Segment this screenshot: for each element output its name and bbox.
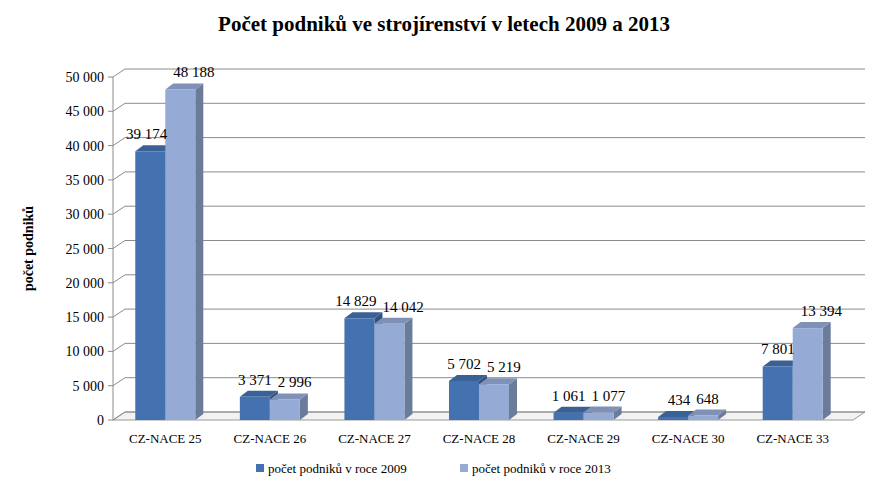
bar-side [823, 322, 831, 420]
legend: počet podniků v roce 2009 počet podniků v… [256, 461, 611, 476]
y-axis-label: počet podniků [21, 206, 36, 291]
grid-line [113, 241, 865, 249]
data-label: 48 188 [173, 64, 214, 80]
data-label: 1 077 [592, 388, 626, 404]
data-label: 1 061 [552, 388, 586, 404]
grid-line [113, 103, 865, 111]
grid-line [113, 343, 865, 351]
legend-label: počet podniků v roce 2009 [268, 461, 407, 476]
grid-line [113, 69, 865, 77]
bar [584, 413, 614, 420]
bar-side [509, 378, 517, 420]
tick-label: 45 000 [66, 104, 105, 119]
tick-label: 10 000 [66, 344, 105, 359]
tick-label: 40 000 [66, 139, 105, 154]
grid-line [113, 206, 865, 214]
data-label: 5 219 [487, 359, 521, 375]
bar-side [195, 83, 203, 420]
x-tick-label: CZ-NACE 33 [756, 431, 829, 446]
grid-line [113, 275, 865, 283]
x-tick-label: CZ-NACE 28 [443, 431, 516, 446]
tick-label: 0 [97, 413, 104, 428]
tick-mark [108, 248, 113, 249]
bar [240, 397, 270, 420]
tick-mark [108, 77, 113, 78]
y-axis-line [113, 77, 114, 420]
tick-label: 15 000 [66, 310, 105, 325]
bar-top [374, 318, 412, 324]
data-label: 39 174 [126, 126, 168, 142]
tick-mark [108, 351, 113, 352]
data-label: 2 996 [278, 374, 312, 390]
tick-label: 35 000 [66, 173, 105, 188]
bar [479, 384, 509, 420]
tick-mark [108, 317, 113, 318]
title: Počet podniků ve strojírenství v letech … [218, 12, 670, 36]
bar-side [404, 318, 412, 420]
data-label: 3 371 [238, 372, 272, 388]
bar-top [584, 407, 622, 413]
chart: Počet podniků ve strojírenství v letech … [0, 0, 888, 485]
grid-line [113, 138, 865, 146]
tick-mark [108, 214, 113, 215]
bar-top [240, 391, 278, 397]
x-tick-label: CZ-NACE 26 [234, 431, 307, 446]
grid: 0 5 000 10 000 15 000 20 000 25 000 30 000 35 0… [66, 69, 866, 428]
bar [793, 328, 823, 420]
legend-swatch [460, 464, 468, 472]
bar-top [449, 375, 487, 381]
grid-line [113, 309, 865, 317]
x-tick-label: CZ-NACE 29 [547, 431, 620, 446]
labels: 39 174 48 188 3 371 2 996 14 829 14 042 5 702 5… [126, 64, 842, 408]
tick-label: 20 000 [66, 276, 105, 291]
tick-label: 25 000 [66, 242, 105, 257]
tick-label: 50 000 [66, 70, 105, 85]
data-label: 13 394 [801, 303, 843, 319]
bar [374, 324, 404, 420]
x-tick-label: CZ-NACE 27 [338, 431, 411, 446]
bar [688, 416, 718, 420]
x-tick-label: CZ-NACE 25 [129, 431, 202, 446]
tick-mark [108, 111, 113, 112]
bar-top [793, 322, 831, 328]
data-label: 5 702 [447, 356, 481, 372]
bars [135, 83, 830, 420]
bar [270, 399, 300, 420]
bar-top [688, 410, 726, 416]
bar [135, 151, 165, 420]
data-label: 434 [668, 392, 691, 408]
data-label: 7 801 [761, 341, 795, 357]
bar [344, 318, 374, 420]
data-label: 14 042 [382, 299, 423, 315]
legend-label: počet podniků v roce 2013 [472, 461, 611, 476]
bar-top [165, 83, 203, 89]
bar-top [270, 393, 308, 399]
bar [554, 413, 584, 420]
bar-top [344, 312, 382, 318]
bar [449, 381, 479, 420]
tick-label: 5 000 [73, 379, 105, 394]
grid-line [113, 172, 865, 180]
bar [658, 417, 688, 420]
tick-mark [108, 282, 113, 283]
data-label: 14 829 [335, 293, 376, 309]
tick-mark [108, 385, 113, 386]
bar-top [479, 378, 517, 384]
bar [763, 366, 793, 420]
tick-mark [108, 145, 113, 146]
data-label: 648 [696, 391, 719, 407]
tick-mark [108, 420, 113, 421]
tick-mark [108, 179, 113, 180]
tick-label: 30 000 [66, 207, 105, 222]
x-tick-label: CZ-NACE 30 [652, 431, 725, 446]
legend-swatch [256, 464, 264, 472]
bar [165, 89, 195, 420]
